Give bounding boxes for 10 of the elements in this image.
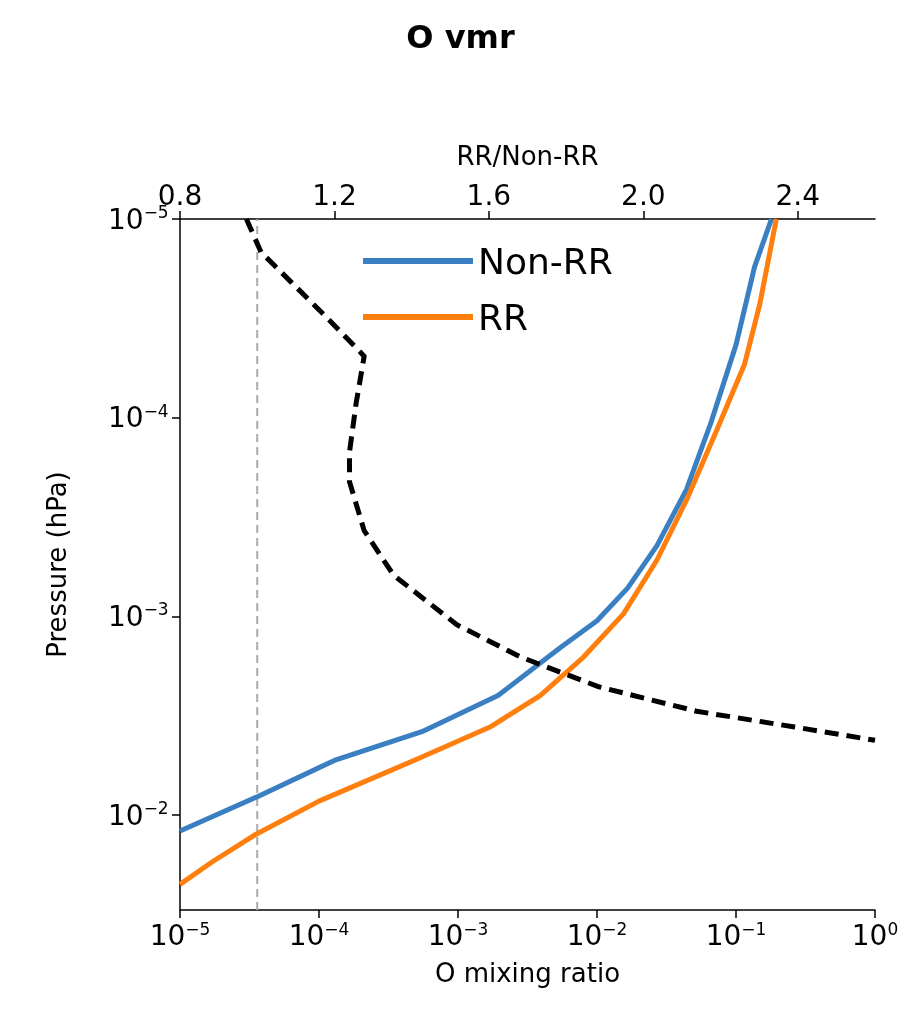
x-axis-title: O mixing ratio (434, 958, 621, 988)
legend-label: RR (478, 296, 529, 338)
chart-title: O vmr (406, 18, 515, 56)
y-axis-title: Pressure (hPa) (42, 471, 72, 658)
x2-tick-label: 1.6 (466, 178, 512, 212)
legend-label: Non-RR (478, 240, 613, 282)
x2-axis-title: RR/Non-RR (456, 141, 599, 171)
x2-tick-label: 2.0 (621, 178, 666, 212)
x2-tick-label: 2.4 (775, 178, 821, 212)
x2-tick-label: 1.2 (312, 178, 357, 212)
